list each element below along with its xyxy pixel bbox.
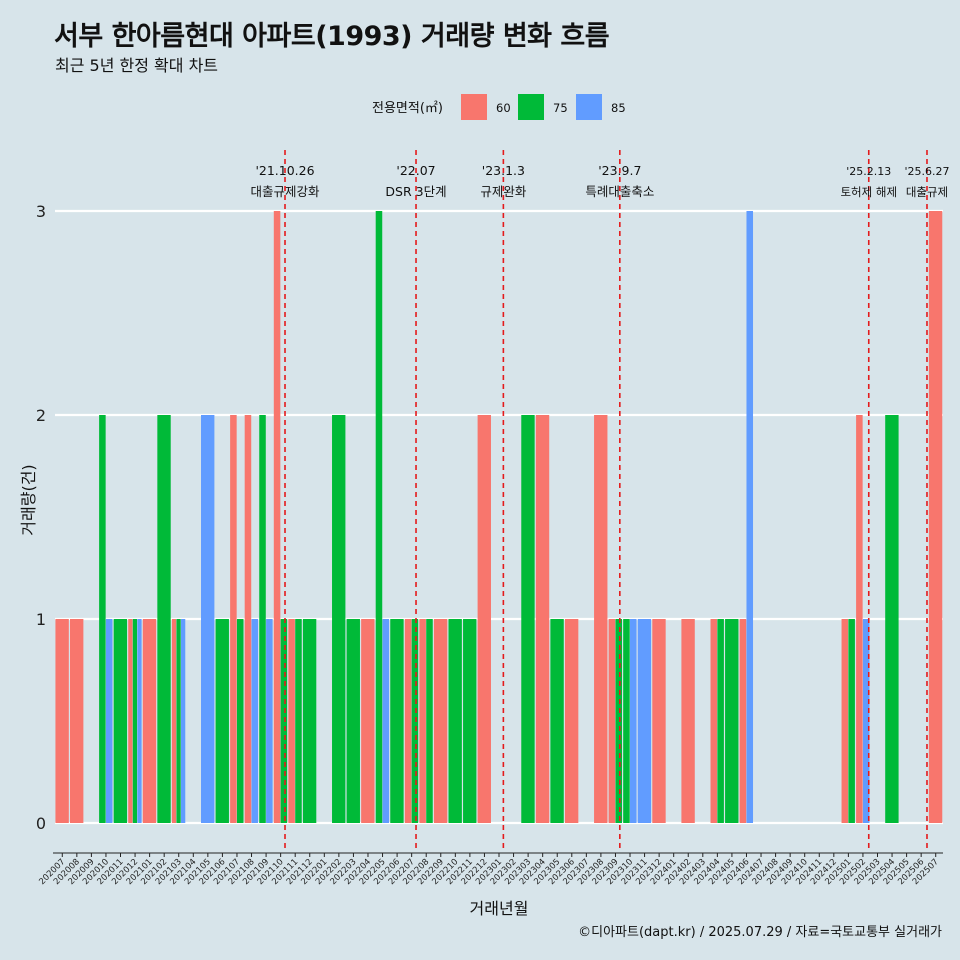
bar-60 — [608, 619, 616, 823]
event-date-label: '25.6.27 — [904, 165, 949, 178]
chart-caption: ©디아파트(dapt.kr) / 2025.07.29 / 자료=국토교통부 실… — [578, 925, 942, 940]
bar-75 — [615, 619, 623, 823]
event-lines: '21.10.26 대출규제강화 '22.07 DSR 3단계 '23.1.3 규제완화 '… — [250, 150, 949, 850]
bar-75 — [426, 619, 433, 823]
bar-85 — [137, 619, 142, 823]
bar-60 — [404, 619, 412, 823]
bar-60 — [856, 415, 863, 823]
chart-subtitle: 최근 5년 한정 확대 차트 — [55, 56, 219, 75]
event-date-label: '25.2.13 — [846, 165, 891, 178]
bar-75 — [157, 415, 171, 823]
bar-75 — [550, 619, 564, 823]
bar-60 — [419, 619, 426, 823]
bar-85 — [181, 619, 186, 823]
bar-60 — [244, 415, 252, 823]
bar-85 — [382, 619, 390, 823]
bar-85 — [862, 619, 870, 823]
event-date-label: '23.1.3 — [482, 163, 525, 178]
bar-60 — [55, 619, 69, 823]
bar-75 — [375, 211, 383, 823]
bar-60 — [128, 619, 133, 823]
bar-75 — [346, 619, 360, 823]
bar-60 — [681, 619, 695, 823]
event-name-label: 토허제 해제 — [840, 185, 897, 199]
bar-60 — [142, 619, 157, 823]
event-date-label: '21.10.26 — [255, 163, 314, 178]
bar-75 — [259, 415, 266, 823]
chart-title: 서부 한아름현대 아파트(1993) 거래량 변화 흐름 — [54, 21, 610, 52]
event-name-label: 대출규제강화 — [250, 184, 320, 199]
bar-75 — [215, 619, 229, 823]
bar-75 — [623, 619, 630, 823]
bar-60 — [69, 619, 84, 823]
bar-75 — [99, 415, 106, 823]
bar-75 — [113, 619, 128, 823]
event-date-label: '22.07 — [396, 163, 435, 178]
event-name-label: 규제완화 — [480, 184, 527, 199]
bar-85 — [266, 619, 273, 823]
bars — [55, 211, 943, 823]
bar-75 — [280, 619, 288, 823]
bar-60 — [288, 619, 295, 823]
y-tick-label: 3 — [36, 202, 46, 221]
bar-60 — [273, 211, 281, 823]
bar-75 — [717, 619, 724, 823]
bar-60 — [230, 415, 237, 823]
bar-60 — [710, 619, 718, 823]
bar-85 — [201, 415, 215, 823]
bar-60 — [564, 619, 579, 823]
bar-75 — [448, 619, 462, 823]
event-name-label: 특례대출축소 — [585, 184, 654, 199]
bar-60 — [594, 415, 608, 823]
bar-60 — [535, 415, 550, 823]
y-tick-label: 1 — [36, 610, 46, 629]
bar-75 — [411, 619, 419, 823]
bar-75 — [332, 415, 346, 823]
bar-75 — [725, 619, 739, 823]
y-tick-label: 2 — [36, 406, 46, 425]
event-name-label: DSR 3단계 — [385, 184, 446, 199]
legend-label: 75 — [553, 101, 568, 115]
bar-75 — [176, 619, 181, 823]
legend-key-75 — [518, 94, 544, 120]
bar-60 — [928, 211, 943, 823]
legend-label: 85 — [611, 101, 626, 115]
bar-85 — [630, 619, 637, 823]
bar-75 — [885, 415, 899, 823]
y-tick-label: 0 — [36, 814, 46, 833]
bar-60 — [361, 619, 375, 823]
bar-60 — [739, 619, 747, 823]
legend-key-85 — [576, 94, 602, 120]
bar-75 — [521, 415, 535, 823]
x-axis-title: 거래년월 — [470, 899, 529, 918]
bar-60 — [652, 619, 666, 823]
bar-85 — [105, 619, 113, 823]
bar-60 — [841, 619, 849, 823]
bar-85 — [746, 211, 754, 823]
legend: 전용면적(㎡) 60 75 85 — [372, 94, 626, 120]
bar-75 — [390, 619, 404, 823]
gridlines — [55, 209, 943, 825]
bar-75 — [132, 619, 138, 823]
legend-label: 60 — [496, 101, 511, 115]
bar-85 — [251, 619, 259, 823]
event-date-label: '23.9.7 — [598, 163, 641, 178]
bar-75 — [302, 619, 317, 823]
bar-60 — [171, 619, 177, 823]
bar-75 — [295, 619, 302, 823]
legend-title: 전용면적(㎡) — [372, 101, 443, 116]
bar-75 — [848, 619, 855, 823]
bar-85 — [637, 619, 652, 823]
legend-key-60 — [461, 94, 487, 120]
event-name-label: 대출규제 — [906, 185, 948, 199]
bar-75 — [463, 619, 477, 823]
y-axis-title: 거래량(건) — [19, 464, 38, 535]
bar-60 — [477, 415, 491, 823]
bar-60 — [433, 619, 448, 823]
bar-75 — [236, 619, 244, 823]
